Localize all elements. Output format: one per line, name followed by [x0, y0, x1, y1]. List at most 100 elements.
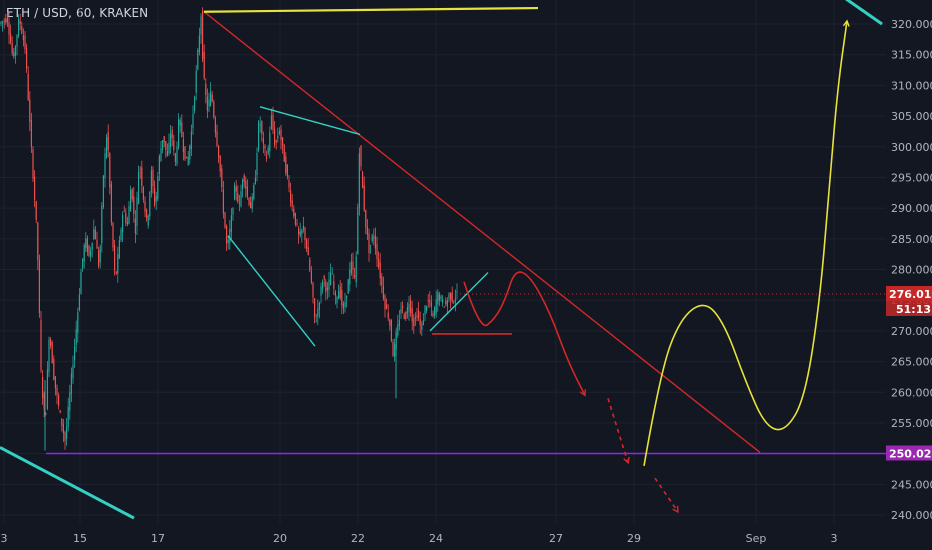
time-axis: 3 15 17 20 22 24 27 29 Sep 3: [1, 532, 838, 545]
candle-body: [371, 235, 373, 242]
candle-body: [416, 315, 418, 318]
candle-body: [389, 319, 391, 326]
candle-body: [162, 140, 164, 149]
candle-body: [267, 147, 269, 155]
candle-body: [339, 286, 341, 298]
candle-body: [443, 306, 445, 308]
candle-body: [429, 300, 431, 303]
candle-body: [301, 229, 303, 234]
candle-body: [382, 285, 384, 299]
countdown-label: 51:13: [896, 303, 931, 316]
candle-body: [237, 193, 239, 203]
candle-body: [203, 51, 205, 79]
y-tick-label: 290.000: [891, 202, 932, 215]
candle-body: [16, 34, 18, 47]
candle-body: [91, 242, 93, 251]
candle-body: [202, 10, 204, 59]
candle-body: [280, 129, 282, 141]
candle-body: [86, 238, 88, 252]
candle-body: [93, 228, 95, 240]
candle-body: [11, 42, 13, 54]
flag-rising-line[interactable]: [429, 272, 489, 332]
candle-body: [66, 427, 68, 439]
candle-body: [320, 286, 322, 296]
left-bottom-diagonal-line[interactable]: [0, 446, 135, 520]
candle-body: [251, 196, 253, 209]
candle-body: [450, 292, 452, 300]
candle-body: [264, 145, 266, 149]
yellow-projection-path[interactable]: [643, 20, 848, 467]
candle-body: [197, 50, 199, 70]
candle-body: [398, 319, 400, 326]
candle-body: [178, 119, 180, 148]
candle-body: [221, 168, 223, 188]
candle-body: [424, 305, 426, 315]
channel-lower-line[interactable]: [227, 235, 316, 347]
candle-body: [118, 239, 120, 259]
channel-upper-line[interactable]: [259, 106, 361, 136]
candle-body: [240, 191, 242, 207]
candle-body: [358, 153, 360, 208]
candle-body: [432, 312, 434, 317]
candle-body: [269, 132, 271, 152]
candle-body: [48, 339, 50, 373]
candle-body: [98, 250, 100, 267]
candle-body: [272, 114, 274, 130]
chart-grid: [0, 0, 886, 524]
candle-body: [338, 291, 340, 299]
red-short-curve-path[interactable]: [463, 271, 586, 396]
candle-body: [259, 124, 261, 126]
candle-body: [392, 342, 394, 357]
candle-body: [262, 137, 264, 144]
candle-body: [42, 377, 44, 398]
candle-body: [250, 202, 252, 209]
candle-body: [32, 149, 34, 179]
arrowhead-icon: [672, 505, 679, 514]
candle-body: [373, 237, 375, 239]
candle-body: [307, 247, 309, 256]
top-horizontal-line[interactable]: [203, 6, 539, 13]
red-dashed-2-path[interactable]: [654, 477, 679, 513]
candle-body: [238, 202, 240, 204]
candle-body: [198, 35, 200, 52]
candle-body: [174, 153, 176, 162]
candle-body: [6, 17, 8, 23]
candle-body: [206, 96, 208, 111]
candle-body: [454, 298, 456, 302]
candle-body: [165, 141, 167, 151]
candle-body: [56, 387, 58, 396]
x-tick-label: Sep: [746, 532, 767, 545]
candle-body: [354, 275, 356, 277]
candle-body: [22, 35, 24, 41]
candle-body: [176, 146, 178, 164]
candle-body: [283, 145, 285, 162]
candle-body: [187, 156, 189, 165]
candle-body: [21, 26, 23, 34]
candle-body: [346, 295, 348, 299]
candle-body: [227, 240, 229, 243]
candle-body: [413, 318, 415, 327]
descending-resistance-line[interactable]: [203, 11, 761, 453]
candle-body: [214, 118, 216, 133]
y-tick-label: 300.000: [891, 141, 932, 154]
candle-body: [194, 96, 196, 111]
candle-body: [149, 192, 151, 217]
candle-body: [24, 35, 26, 50]
candle-body: [190, 131, 192, 150]
x-tick-label: 15: [73, 532, 87, 545]
candle-body: [411, 308, 413, 322]
candle-body: [302, 225, 304, 230]
top-right-diagonal-line[interactable]: [838, 0, 883, 26]
candle-body: [94, 229, 96, 240]
y-tick-label: 320.000: [891, 18, 932, 31]
candle-body: [14, 46, 16, 57]
candle-body: [61, 418, 63, 426]
red-dashed-1-path[interactable]: [607, 398, 629, 464]
candle-body: [334, 292, 336, 296]
candle-body: [326, 287, 328, 291]
candle-body: [200, 16, 202, 35]
candle-body: [226, 226, 228, 244]
candle-body: [403, 314, 405, 319]
candle-body: [350, 261, 352, 274]
